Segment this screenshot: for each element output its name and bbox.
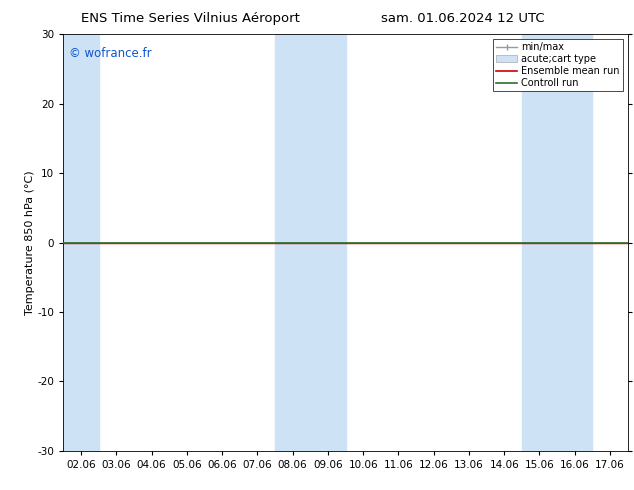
Y-axis label: Temperature 850 hPa (°C): Temperature 850 hPa (°C) [25, 170, 35, 315]
Text: ENS Time Series Vilnius Aéroport: ENS Time Series Vilnius Aéroport [81, 12, 300, 25]
Legend: min/max, acute;cart type, Ensemble mean run, Controll run: min/max, acute;cart type, Ensemble mean … [493, 39, 623, 91]
Text: © wofrance.fr: © wofrance.fr [69, 47, 152, 60]
Bar [63, 34, 99, 451]
Bar [275, 34, 346, 451]
Text: sam. 01.06.2024 12 UTC: sam. 01.06.2024 12 UTC [381, 12, 545, 25]
Bar [522, 34, 592, 451]
